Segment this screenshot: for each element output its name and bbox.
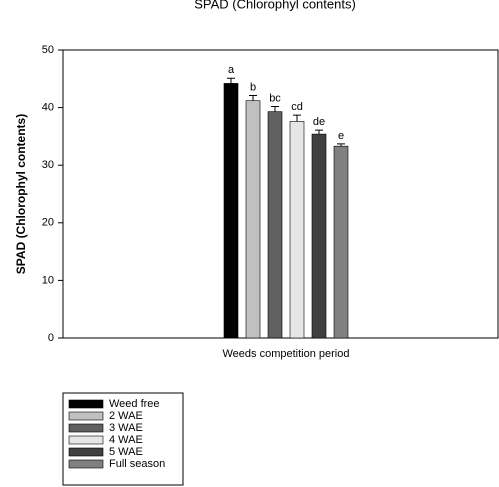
- y-tick-label: 20: [42, 217, 54, 229]
- legend-swatch: [68, 435, 104, 445]
- legend-label: 4 WAE: [109, 434, 143, 446]
- legend-label: 2 WAE: [109, 410, 143, 422]
- error-bar: [293, 114, 301, 122]
- error-bar: [337, 143, 345, 147]
- legend-swatch: [68, 459, 104, 469]
- x-axis-label: Weeds competition period: [223, 348, 350, 360]
- bar: [333, 145, 349, 339]
- bar: [311, 133, 327, 339]
- annotation: e: [338, 130, 344, 142]
- legend-label: Weed free: [109, 398, 160, 410]
- bar: [223, 83, 239, 339]
- y-tick-label: 0: [48, 332, 54, 344]
- bar: [289, 121, 305, 339]
- legend-swatch: [68, 399, 104, 409]
- error-bar: [249, 95, 257, 101]
- annotation: bc: [269, 92, 281, 104]
- error-bar: [271, 105, 279, 112]
- legend-swatch: [68, 423, 104, 433]
- y-tick-label: 50: [42, 44, 54, 56]
- error-bar: [315, 129, 323, 135]
- annotation: cd: [291, 101, 303, 113]
- chart-title: SPAD (Chlorophyl contents): [194, 0, 356, 11]
- bar: [267, 111, 283, 339]
- legend-swatch: [68, 447, 104, 457]
- y-tick-label: 40: [42, 102, 54, 114]
- legend: [62, 392, 184, 486]
- legend-swatch: [68, 411, 104, 421]
- y-tick-label: 10: [42, 274, 54, 286]
- bar: [245, 100, 261, 339]
- annotation: b: [250, 81, 256, 93]
- legend-label: 5 WAE: [109, 446, 143, 458]
- legend-label: Full season: [109, 458, 165, 470]
- annotation: de: [313, 116, 325, 128]
- y-tick-label: 30: [42, 159, 54, 171]
- annotation: a: [228, 64, 235, 76]
- legend-label: 3 WAE: [109, 422, 143, 434]
- y-axis-label: SPAD (Chlorophyl contents): [14, 114, 28, 274]
- error-bar: [227, 77, 235, 84]
